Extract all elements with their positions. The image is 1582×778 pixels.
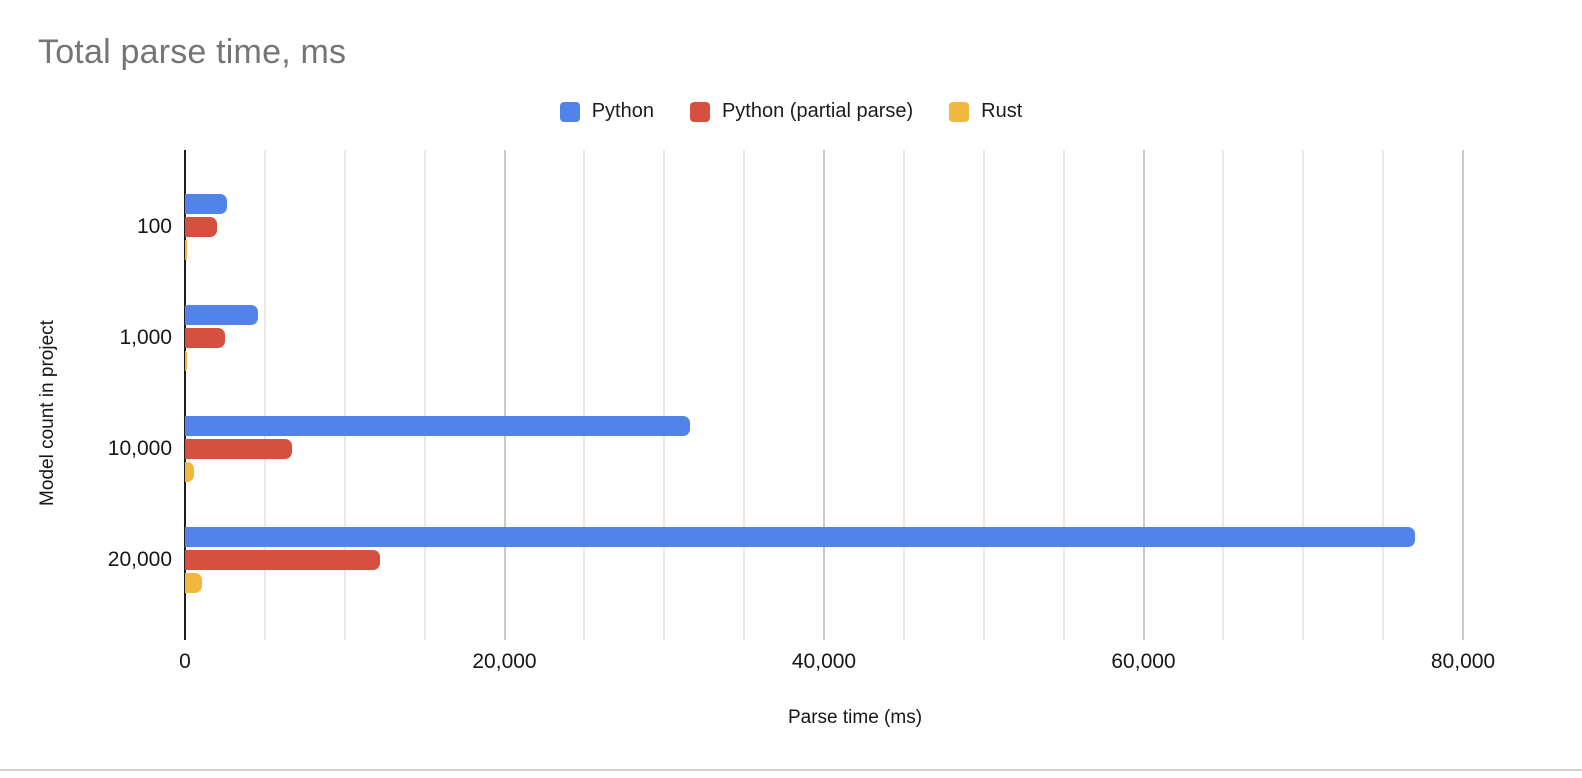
legend-label: Python bbox=[591, 100, 654, 122]
minor-gridline bbox=[743, 150, 746, 640]
major-gridline bbox=[503, 150, 506, 640]
y-category-label: 100 bbox=[136, 215, 172, 238]
minor-gridline bbox=[902, 150, 905, 640]
bar-python-10-000[interactable] bbox=[185, 416, 690, 436]
major-gridline bbox=[1142, 150, 1145, 640]
bar-python-100[interactable] bbox=[185, 194, 227, 214]
y-category-label: 1,000 bbox=[119, 326, 172, 349]
minor-gridline bbox=[263, 150, 266, 640]
chart-title: Total parse time, ms bbox=[38, 33, 347, 71]
legend-label: Rust bbox=[981, 100, 1023, 122]
minor-gridline bbox=[1222, 150, 1225, 640]
bar-python-partial-parse-10-000[interactable] bbox=[185, 439, 293, 459]
legend-swatch-icon bbox=[559, 101, 580, 122]
major-gridline bbox=[823, 150, 825, 640]
bar-rust-20-000[interactable] bbox=[185, 573, 203, 593]
minor-gridline bbox=[423, 150, 426, 640]
bar-python-partial-parse-1-000[interactable] bbox=[185, 328, 225, 348]
minor-gridline bbox=[982, 150, 985, 640]
y-category-label: 10,000 bbox=[107, 437, 172, 460]
minor-gridline bbox=[583, 150, 586, 640]
chart-legend: Python Python (partial parse) Rust bbox=[0, 100, 1582, 123]
bar-python-partial-parse-20-000[interactable] bbox=[185, 550, 380, 570]
major-gridline bbox=[1462, 150, 1464, 640]
y-axis-title: Model count in project bbox=[37, 320, 58, 506]
bar-python-partial-parse-100[interactable] bbox=[185, 217, 217, 237]
minor-gridline bbox=[343, 150, 346, 640]
bar-python-20-000[interactable] bbox=[185, 527, 1416, 547]
legend-item-rust[interactable]: Rust bbox=[949, 100, 1022, 123]
legend-label: Python (partial parse) bbox=[721, 100, 914, 122]
x-axis-title: Parse time (ms) bbox=[787, 707, 923, 728]
bar-rust-1-000[interactable] bbox=[185, 351, 187, 371]
legend-swatch-icon bbox=[949, 101, 970, 122]
y-axis-line bbox=[184, 150, 186, 640]
bar-rust-100[interactable] bbox=[185, 240, 187, 260]
legend-item-python-partial-parse[interactable]: Python (partial parse) bbox=[689, 100, 914, 123]
minor-gridline bbox=[1302, 150, 1305, 640]
bar-python-1-000[interactable] bbox=[185, 305, 258, 325]
bottom-divider bbox=[0, 769, 1582, 771]
minor-gridline bbox=[1382, 150, 1385, 640]
x-tick-label: 20,000 bbox=[472, 650, 537, 673]
x-tick-label: 60,000 bbox=[1111, 650, 1176, 673]
x-tick-label: 40,000 bbox=[791, 650, 857, 673]
bar-rust-10-000[interactable] bbox=[185, 462, 195, 482]
legend-swatch-icon bbox=[689, 101, 710, 122]
minor-gridline bbox=[1062, 150, 1065, 640]
legend-item-python[interactable]: Python bbox=[559, 100, 654, 123]
y-category-label: 20,000 bbox=[107, 548, 172, 571]
minor-gridline bbox=[663, 150, 666, 640]
x-tick-label: 0 bbox=[179, 650, 191, 673]
x-tick-label: 80,000 bbox=[1430, 650, 1496, 673]
